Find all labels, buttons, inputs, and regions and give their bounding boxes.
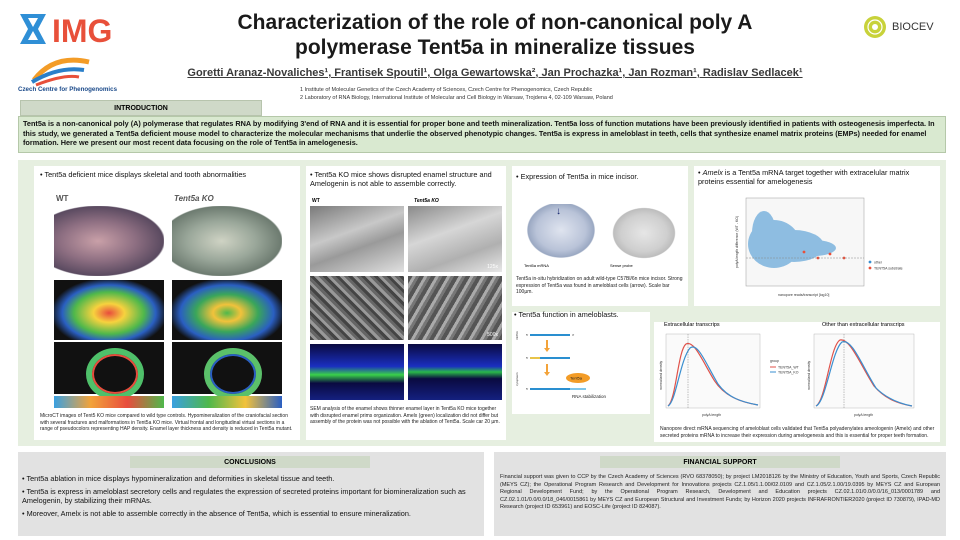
scatter-substrate-point [828,252,832,256]
financial-heading: FINANCIAL SUPPORT [600,456,840,468]
diagram-5prime-1: 5' [526,333,529,337]
sem-scale-125: 125x [487,264,498,270]
panel1-bullet: • Tent5a deficient mice displays skeleta… [40,170,247,179]
panel5-bullet-prefix: • [698,168,703,177]
panel5-bullet: • Amelx is a Tent5a mRNA target together… [698,168,936,186]
density-charts: polyA length normalized density group TE… [659,333,915,417]
density-left-ylabel: normalized density [659,361,663,390]
diagram-side-label-bottom: cytoplasm [515,372,519,386]
img-logo: IMG [16,10,126,49]
density-legend-ko: TENT5A_KO [778,371,799,375]
title-line-1: Characterization of the role of non-cano… [237,11,753,34]
conclusion-item: • Tent5a is express in ameloblast secret… [22,486,466,506]
tent5a-enzyme-shape [566,373,590,383]
sem-enamel-wt [310,206,404,272]
diagram-3prime-1: 3' [572,333,575,337]
panel5-bullet-rest: is a Tent5a mRNA target together with ex… [698,168,910,186]
ccp-logo: Czech Centre for Phenogenomics [14,52,142,98]
panel-amelx-target: • Amelx is a Tent5a mRNA target together… [694,166,940,306]
scatter-legend-other: other [874,261,883,265]
panel1-label-wt: WT [56,194,69,203]
diagram-side-label-top: mRNA [515,331,519,340]
density-right-ko-curve [815,341,913,407]
panel1-label-ko: Tent5a KO [174,194,214,203]
title-line-2: polymerase Tent5a in mineralize tissues [295,36,695,59]
scatter-legend-substrate: TENT5A substrate [874,267,903,271]
affiliation-2: 2 Laboratory of RNA Biology, Internation… [300,95,613,101]
microct-long-ko [172,396,282,408]
affiliation-1: 1 Institute of Molecular Genetics of the… [300,87,593,93]
insitu-image-mrna: ↓ [522,204,600,262]
microct-skull-wt [54,206,164,276]
density-title-left: Extracellular transcrips [664,322,720,328]
diagram-5prime-2: 5' [526,356,529,360]
panel4-bullet: • Tent5a function in ameloblasts. [514,310,619,319]
ccp-logo-text: Czech Centre for Phenogenomics [18,86,118,93]
panel-tent5a-function: • Tent5a function in ameloblasts. mRNA c… [512,310,650,414]
sem-prisms-ko: 500x [408,276,502,340]
microct-section-ko [172,280,282,340]
scatter-cloud [748,211,836,268]
img-logo-text: IMG [52,13,112,48]
ihc-amelx-wt [310,344,404,400]
panel5-bullet-amelx: Amelx [702,168,723,177]
panel2-label-ko: Tent5a KO [414,198,439,204]
affiliations: 1 Institute of Molecular Genetics of the… [300,86,820,102]
introduction-heading: INTRODUCTION [20,100,262,116]
panel3-bullet: • Expression of Tent5a in mice incisor. [516,172,639,181]
microct-section-wt [54,280,164,340]
panel3-caption: Tent5a in-situ hybridization on adult wi… [516,276,683,295]
microct-ring-wt [54,342,164,400]
microct-ring-ko [172,342,282,400]
density-left-ko-curve [667,346,759,407]
density-left-xlabel: polyA length [702,413,721,417]
density-legend-title: group [770,359,779,363]
ihc-amelx-ko [408,344,502,400]
microct-skull-ko [172,206,282,276]
polya-scatter-plot: polyA length difference (WT - KO) nanopo… [735,197,903,297]
density-right-ylabel: normalized density [807,361,811,390]
microct-long-wt [54,396,164,408]
conclusion-item: • Moreover, Amelx is not able to assembl… [22,508,411,518]
tent5a-mechanism-diagram: mRNA cytoplasm 5' 3' 5' Tent5a 5' RNA st… [515,331,607,399]
conclusions-heading: CONCLUSIONS [130,456,370,468]
density-right-xlabel: polyA length [854,413,873,417]
density-legend-wt: TENT5A_WT [778,366,800,370]
sem-scale-500: 500x [487,332,498,338]
results-section: • Tent5a deficient mice displays skeleta… [18,160,946,446]
panel2-caption: SEM analysis of the enamel shows thinner… [310,406,500,425]
panel-sem: • Tent5a KO mice shows disrupted enamel … [306,166,506,440]
sem-prisms-wt [310,276,404,340]
sem-enamel-ko: 125x [408,206,502,272]
conclusions-list: • Tent5a ablation in mice displays hypom… [22,474,480,518]
panel2-label-wt: WT [312,198,320,204]
scatter-ylabel: polyA length difference (WT - KO) [735,216,739,268]
poster-title: Characterization of the role of non-cano… [150,10,840,60]
insitu-image-sense [608,204,680,262]
financial-text: Financial support was given to CCP by th… [500,474,940,510]
panel1-caption: MicroCT images of Tent5 KO mice compared… [40,413,293,432]
panel6-caption: Nanopore direct mRNA sequencing of amelo… [660,426,935,439]
panel2-bullet: • Tent5a KO mice shows disrupted enamel … [310,170,492,188]
insitu-label-mrna: Tent5a mRNA [524,263,549,268]
biocev-logo: BIOCEV [862,14,952,40]
panel-insitu: • Expression of Tent5a in mice incisor. … [512,166,688,306]
panel-microct: • Tent5a deficient mice displays skeleta… [34,166,300,440]
scatter-substrate-point [802,250,806,254]
diagram-5prime-3: 5' [526,387,529,391]
ameloblast-arrow-icon: ↓ [556,206,561,217]
introduction-text: Tent5a is a non-canonical poly (A) polym… [18,116,946,153]
biocev-logo-text: BIOCEV [892,21,934,33]
conclusion-item: • Tent5a ablation in mice displays hypom… [22,474,335,483]
density-title-right: Other than extracellular transcrips [822,322,905,328]
panel-density-plots: Extracellular transcrips Other than extr… [654,322,940,442]
diagram-stabilization-label: RNA stabilization [572,394,607,399]
insitu-label-sense: Sense probe [610,263,633,268]
scatter-xlabel: nanopore reads/transcript [log10] [778,293,829,297]
author-list: Goretti Aranaz-Novaliches¹, Frantisek Sp… [187,67,803,79]
diagram-tent5a-label: Tent5a [570,376,583,381]
